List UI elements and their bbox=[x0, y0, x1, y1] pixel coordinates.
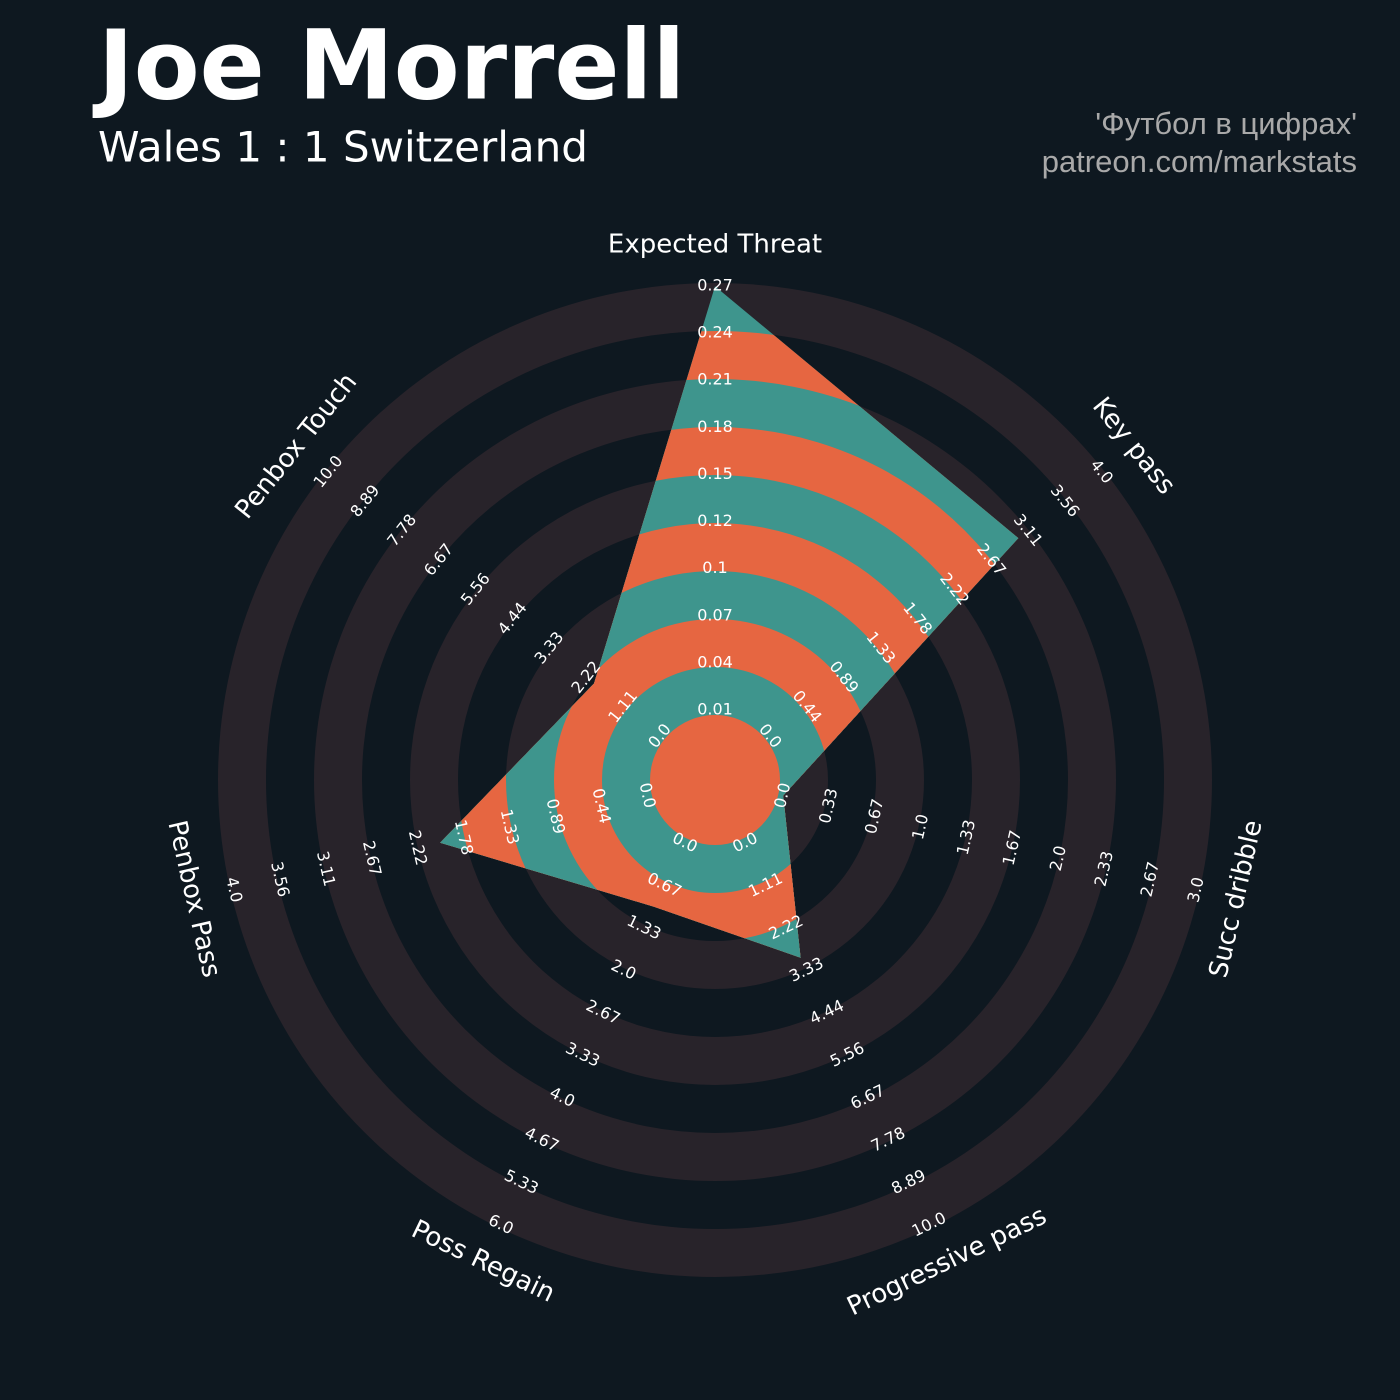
tick-label: 0.01 bbox=[697, 700, 733, 719]
tick-label: 0.21 bbox=[697, 370, 733, 389]
tick-label: 0.12 bbox=[697, 511, 733, 530]
tick-label: 0.24 bbox=[697, 323, 733, 342]
credit: patreon.com/markstats bbox=[1042, 144, 1357, 179]
tick-label: 0.07 bbox=[697, 605, 733, 624]
tick-label: 0.27 bbox=[697, 276, 733, 295]
tick-label: 0.04 bbox=[697, 652, 733, 671]
credit: 'Футбол в цифрах' bbox=[1095, 106, 1357, 141]
radar-center bbox=[650, 715, 780, 845]
axis-label: Expected Threat bbox=[608, 230, 822, 260]
chart-title: Joe Morrell bbox=[92, 9, 685, 121]
tick-label: 0.15 bbox=[697, 464, 733, 483]
chart-subtitle: Wales 1 : 1 Switzerland bbox=[98, 123, 588, 172]
tick-label: 0.18 bbox=[697, 417, 733, 436]
tick-label: 0.1 bbox=[702, 558, 727, 577]
